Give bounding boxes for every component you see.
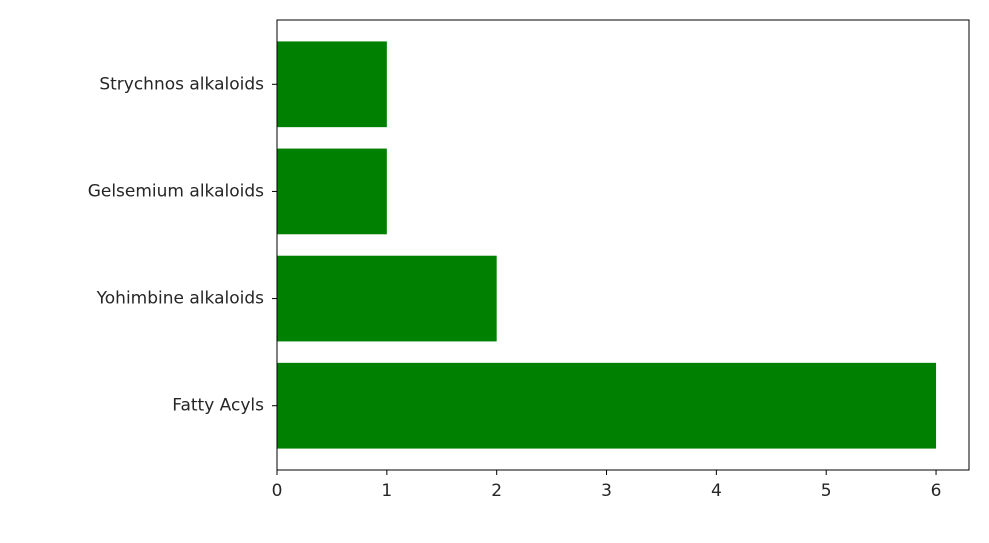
bar-strychnos-alkaloids bbox=[277, 41, 387, 128]
y-tick-label: Yohimbine alkaloids bbox=[96, 289, 264, 309]
bar-gelsemium-alkaloids bbox=[277, 148, 387, 235]
x-tick-label: 6 bbox=[931, 481, 942, 501]
y-tick-label: Strychnos alkaloids bbox=[99, 74, 264, 94]
bar-yohimbine-alkaloids bbox=[277, 255, 497, 342]
x-tick-label: 0 bbox=[272, 481, 283, 501]
x-tick-label: 5 bbox=[821, 481, 832, 501]
x-tick-labels: 0 1 2 3 4 5 6 bbox=[272, 470, 942, 501]
y-tick-label: Gelsemium alkaloids bbox=[88, 181, 264, 201]
y-tick-labels: Fatty Acyls Yohimbine alkaloids Gelsemium … bbox=[88, 74, 277, 416]
x-tick-label: 4 bbox=[711, 481, 722, 501]
x-tick-label: 1 bbox=[381, 481, 392, 501]
x-tick-label: 2 bbox=[491, 481, 502, 501]
bar-fatty-acyls bbox=[277, 362, 937, 449]
bars-group bbox=[277, 41, 937, 449]
y-tick-label: Fatty Acyls bbox=[172, 396, 264, 416]
plot-frame bbox=[276, 19, 970, 471]
x-tick-label: 3 bbox=[601, 481, 612, 501]
